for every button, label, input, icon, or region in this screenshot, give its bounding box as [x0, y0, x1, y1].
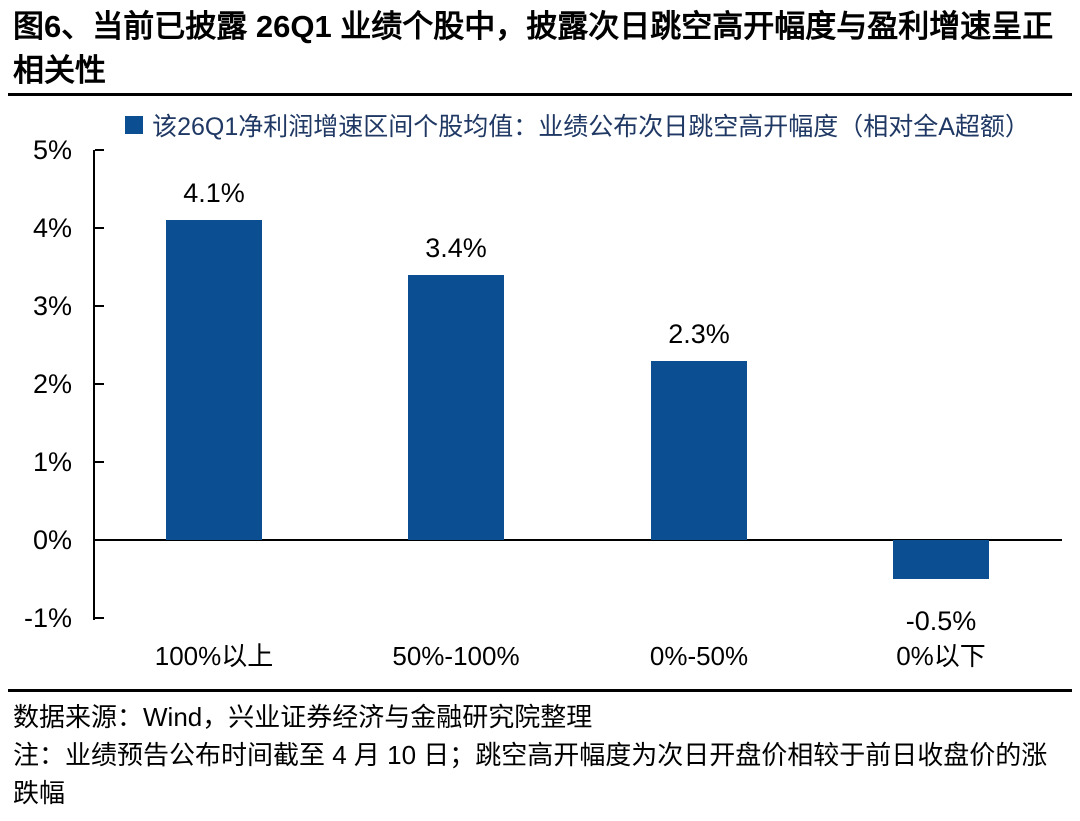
chart-legend: 该26Q1净利润增速区间个股均值：业绩公布次日跳空高开幅度（相对全A超额）: [93, 106, 1062, 144]
source-text: 数据来源：Wind，兴业证券经济与金融研究院整理: [13, 702, 593, 732]
y-axis-tick-label: 0%: [32, 525, 72, 555]
y-axis-tick: [95, 461, 104, 463]
bar-value-label: -0.5%: [905, 606, 977, 636]
y-axis-tick: [95, 149, 104, 151]
figure-title: 图6、当前已披露 26Q1 业绩个股中，披露次日跳空高开幅度与盈利增速呈正相关性: [13, 9, 1054, 88]
y-axis-tick-label: 2%: [32, 369, 72, 399]
bar-value-label: 2.3%: [668, 319, 730, 349]
y-axis-tick-label: -1%: [23, 603, 72, 633]
figure-footnote: 数据来源：Wind，兴业证券经济与金融研究院整理 注：业绩预告公布时间截至 4 …: [13, 698, 1067, 812]
y-axis-tick-label: 5%: [32, 135, 72, 165]
footer-divider: [8, 689, 1072, 692]
y-axis-tick: [95, 539, 104, 541]
y-axis-tick-label: 4%: [32, 213, 72, 243]
bar-0%以下: [893, 540, 989, 579]
y-axis-tick: [95, 383, 104, 385]
title-divider: [8, 93, 1072, 96]
bar-value-label: 4.1%: [183, 178, 245, 208]
x-axis-category-label: 0%-50%: [649, 641, 749, 671]
y-axis-tick: [95, 227, 104, 229]
note-text: 注：业绩预告公布时间截至 4 月 10 日；跳空高开幅度为次日开盘价相较于前日收…: [13, 740, 1048, 808]
bar-100%以上: [166, 220, 262, 540]
bar-50%-100%: [408, 275, 504, 540]
y-axis-tick: [95, 617, 104, 619]
legend-label: 该26Q1净利润增速区间个股均值：业绩公布次日跳空高开幅度（相对全A超额）: [152, 113, 1030, 141]
x-axis-category-label: 0%以下: [896, 641, 986, 671]
bar-value-label: 3.4%: [425, 233, 487, 263]
y-axis-line: [93, 150, 95, 620]
legend-swatch-icon: [125, 116, 144, 134]
x-axis-category-label: 50%-100%: [392, 641, 520, 671]
y-axis-tick-label: 1%: [32, 447, 72, 477]
bar-0%-50%: [651, 361, 747, 540]
zero-axis-line: [93, 539, 1062, 541]
x-axis-category-label: 100%以上: [154, 641, 274, 671]
y-axis-tick: [95, 305, 104, 307]
y-axis-tick-label: 3%: [32, 291, 72, 321]
